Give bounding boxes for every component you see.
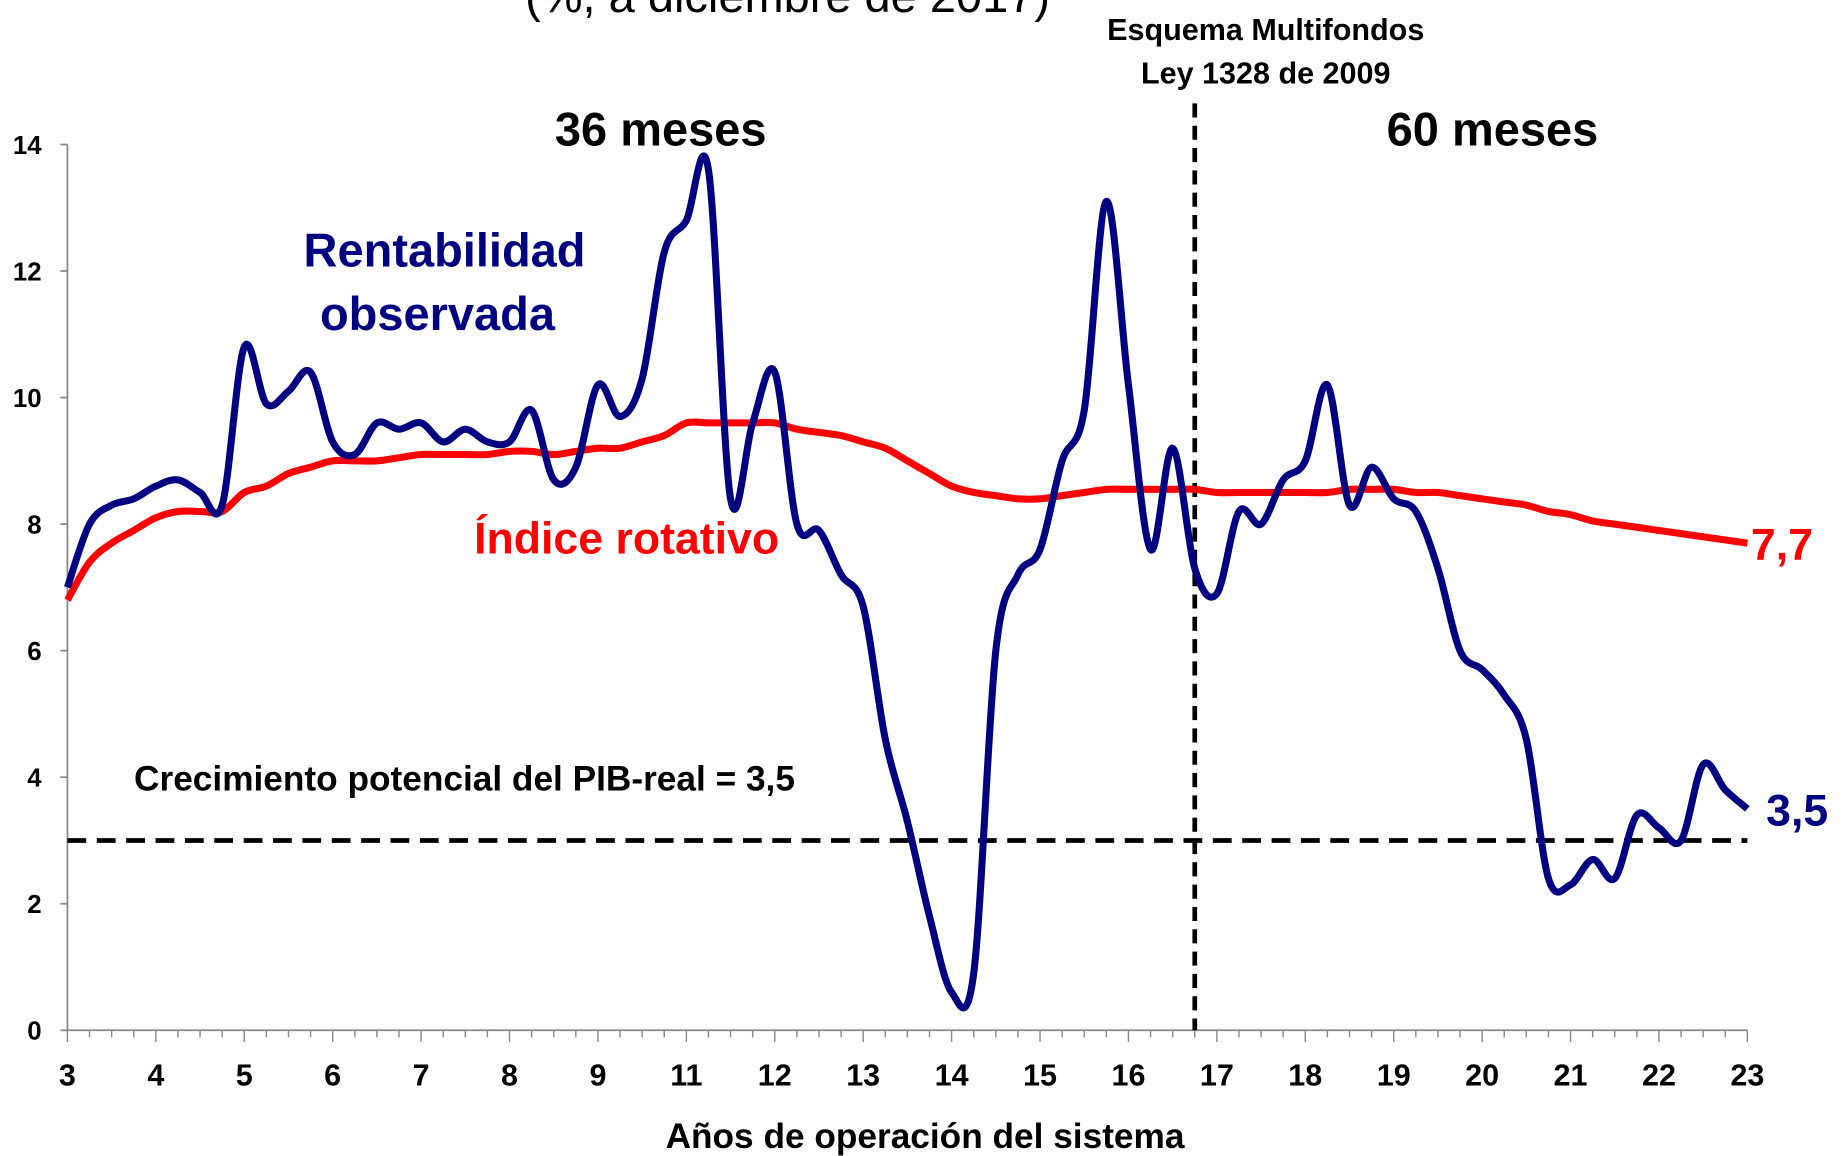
series-label: observada: [320, 287, 556, 340]
x-tick-label: 3: [59, 1059, 76, 1093]
x-tick-label: 7: [413, 1059, 430, 1093]
y-tick-label: 6: [27, 638, 41, 666]
end-label: 3,5: [1766, 786, 1828, 835]
chart-title: (%, a diciembre de 2017): [525, 0, 1050, 22]
x-tick-label: 15: [1023, 1059, 1057, 1093]
x-tick-label: 8: [501, 1059, 518, 1093]
end-label: 7,7: [1751, 521, 1813, 570]
y-tick-label: 2: [27, 891, 41, 919]
x-tick-label: 23: [1730, 1059, 1764, 1093]
x-tick-label: 21: [1554, 1059, 1588, 1093]
reference-label: Crecimiento potencial del PIB-real = 3,5: [134, 760, 795, 799]
y-tick-label: 4: [27, 765, 42, 793]
annotation: Ley 1328 de 2009: [1141, 56, 1391, 90]
y-tick-label: 14: [13, 132, 42, 160]
x-tick-label: 19: [1377, 1059, 1411, 1093]
x-tick-label: 14: [935, 1059, 969, 1093]
annotation: Esquema Multifondos: [1107, 13, 1424, 47]
y-tick-label: 12: [13, 258, 42, 286]
y-tick-label: 10: [13, 385, 42, 413]
series-label: Rentabilidad: [304, 224, 586, 277]
x-tick-label: 6: [324, 1059, 341, 1093]
x-tick-label: 4: [147, 1059, 164, 1093]
annotation: 60 meses: [1387, 103, 1599, 156]
x-tick-label: 16: [1111, 1059, 1145, 1093]
annotation: 36 meses: [555, 103, 767, 156]
series-line: [64, 152, 1750, 1012]
series-label: Índice rotativo: [474, 513, 779, 563]
x-tick-label: 20: [1465, 1059, 1499, 1093]
x-axis-title: Años de operación del sistema: [666, 1117, 1185, 1156]
x-tick-label: 22: [1642, 1059, 1676, 1093]
x-tick-label: 17: [1200, 1059, 1234, 1093]
y-tick-label: 0: [27, 1018, 41, 1046]
x-tick-label: 5: [236, 1059, 253, 1093]
y-tick-label: 8: [27, 512, 41, 540]
x-tick-label: 11: [670, 1059, 702, 1093]
x-tick-label: 18: [1288, 1059, 1322, 1093]
x-tick-label: 12: [758, 1059, 792, 1093]
series-line: [64, 418, 1748, 602]
x-tick-label: 9: [589, 1059, 606, 1093]
x-tick-label: 13: [846, 1059, 880, 1093]
